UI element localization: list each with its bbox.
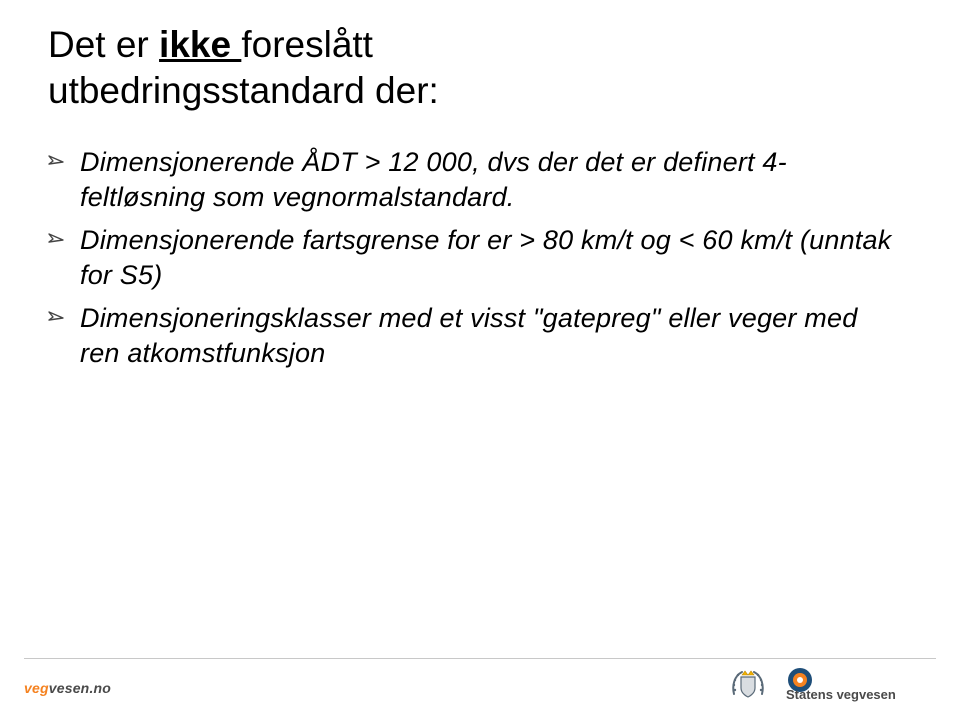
footer-brand: Statens vegvesen: [728, 664, 936, 704]
title-line-1: Det er ikke foreslått: [48, 22, 908, 68]
list-item: Dimensjonerende fartsgrense for er > 80 …: [48, 223, 893, 293]
arrow-bullet-icon: [48, 233, 66, 245]
footer-url-text: vegvesen.no: [24, 680, 111, 696]
brand-name-text: Statens vegvesen: [786, 687, 896, 702]
footer-divider: [24, 658, 936, 659]
title-line-2: utbedringsstandard der:: [48, 68, 908, 114]
list-item-text: Dimensjonerende ÅDT > 12 000, dvs der de…: [80, 145, 893, 215]
list-item: Dimensjoneringsklasser med et visst "gat…: [48, 301, 893, 371]
title-prefix: Det er: [48, 24, 159, 65]
crest-icon: [728, 664, 768, 704]
list-item: Dimensjonerende ÅDT > 12 000, dvs der de…: [48, 145, 893, 215]
arrow-bullet-icon: [48, 155, 66, 167]
title-strong: ikke: [159, 24, 241, 65]
footer-url: vegvesen.no: [24, 680, 111, 696]
arrow-bullet-icon: [48, 311, 66, 323]
list-item-text: Dimensjoneringsklasser med et visst "gat…: [80, 301, 893, 371]
slide-footer: vegvesen.no: [0, 658, 960, 714]
url-part-veg: veg: [24, 680, 49, 696]
url-part-no: no: [94, 680, 112, 696]
list-item-text: Dimensjonerende fartsgrense for er > 80 …: [80, 223, 893, 293]
bullet-list: Dimensjonerende ÅDT > 12 000, dvs der de…: [48, 145, 893, 380]
slide: Det er ikke foreslått utbedringsstandard…: [0, 0, 960, 714]
url-part-vesen: vesen: [49, 680, 90, 696]
title-suffix: foreslått: [241, 24, 373, 65]
slide-title: Det er ikke foreslått utbedringsstandard…: [48, 22, 908, 114]
brand-block: Statens vegvesen: [786, 666, 936, 702]
